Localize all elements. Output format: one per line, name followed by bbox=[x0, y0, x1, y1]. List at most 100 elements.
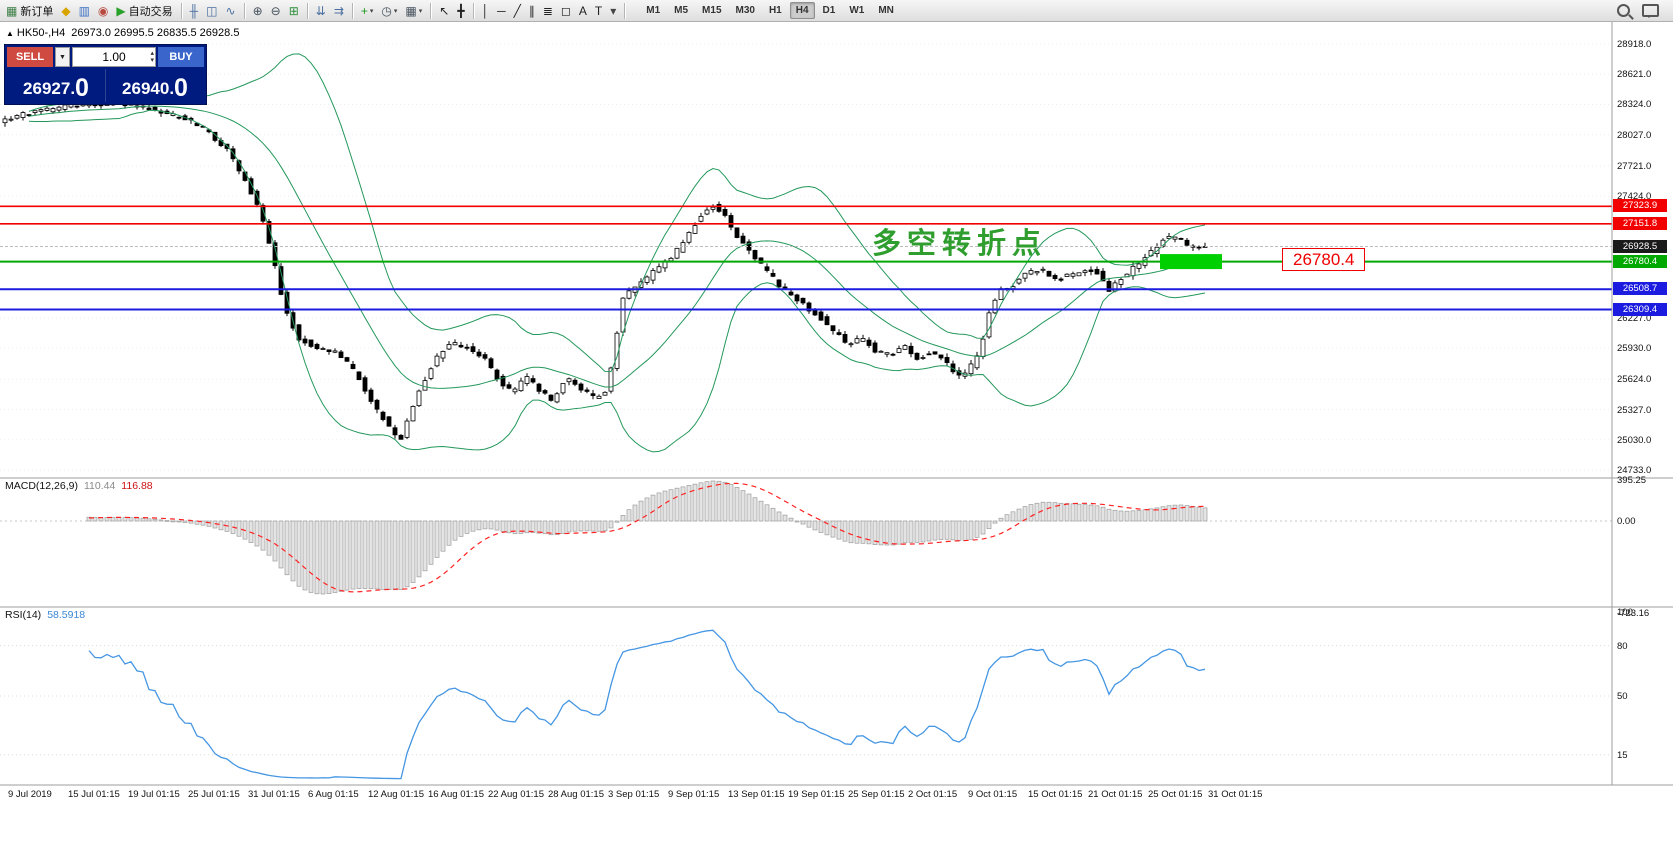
zoom-out-button[interactable]: ⊖ bbox=[268, 2, 284, 20]
trendline-icon: ╱ bbox=[513, 3, 521, 18]
tile-windows-button[interactable]: ⊞ bbox=[286, 2, 302, 20]
price-tick: 25327.0 bbox=[1617, 404, 1652, 416]
price-tick: 25930.0 bbox=[1617, 343, 1652, 355]
time-tick: 25 Jul 01:15 bbox=[188, 789, 240, 800]
turning-point-annotation: 多空转折点 bbox=[872, 228, 1048, 260]
market-watch-icon[interactable]: ▥ bbox=[76, 2, 93, 20]
period-icon: ◷ bbox=[381, 3, 392, 18]
price-tick: 24733.0 bbox=[1617, 465, 1652, 476]
chart-shift-icon: ⇉ bbox=[333, 3, 344, 18]
time-tick: 25 Oct 01:15 bbox=[1148, 789, 1203, 800]
time-axis[interactable]: 9 Jul 2019 15 Jul 01:15 19 Jul 01:15 25 Jul… bbox=[0, 786, 1673, 806]
indicators-button[interactable]: + ▾ bbox=[358, 2, 377, 20]
indicators-icon: + bbox=[360, 3, 368, 18]
toolbar-separator bbox=[430, 2, 432, 19]
buy-button[interactable]: BUY bbox=[158, 47, 204, 67]
period-button[interactable]: ◷ ▾ bbox=[378, 2, 400, 20]
macd-pane-label: MACD(12,26,9) 110.44 116.88 bbox=[5, 480, 153, 492]
text-button[interactable]: A bbox=[576, 2, 590, 20]
new-order-button-label: 新订单 bbox=[20, 5, 54, 18]
timeframe-m15[interactable]: M15 bbox=[702, 5, 722, 16]
time-tick: 31 Jul 01:15 bbox=[248, 789, 300, 800]
price-axis[interactable]: 28918.0 28621.0 28324.0 28027.0 27721.0 27424… bbox=[1612, 22, 1673, 785]
new-order-button[interactable]: ▦ 新订单 bbox=[3, 2, 56, 20]
volume-up-button[interactable]: ▴ bbox=[150, 50, 154, 57]
toolbar-right bbox=[1617, 4, 1673, 18]
rsi-pane-label: RSI(14) 58.5918 bbox=[5, 609, 86, 621]
community-icon[interactable]: ◉ bbox=[95, 2, 111, 20]
chevron-down-icon: ▾ bbox=[369, 7, 374, 15]
label-button[interactable]: T bbox=[592, 2, 605, 20]
timeframe-w1[interactable]: W1 bbox=[849, 5, 865, 16]
fibonacci-icon: ≣ bbox=[542, 3, 553, 18]
chat-icon[interactable] bbox=[1642, 4, 1659, 18]
time-tick: 6 Aug 01:15 bbox=[308, 789, 359, 800]
auto-trading-icon: ▶ bbox=[116, 3, 126, 18]
time-tick: 19 Jul 01:15 bbox=[128, 789, 180, 800]
timeframe-m1[interactable]: M1 bbox=[646, 5, 661, 16]
label-icon: T bbox=[594, 3, 603, 18]
new-order-icon: ▦ bbox=[6, 3, 18, 18]
timeframe-mn[interactable]: MN bbox=[878, 5, 894, 16]
time-tick: 2 Oct 01:15 bbox=[908, 789, 958, 800]
objects-dropdown-icon: ▾ bbox=[610, 3, 617, 18]
macd-axis-tick: -723.16 bbox=[1617, 607, 1650, 619]
shapes-button[interactable]: ◻ bbox=[558, 2, 574, 20]
chart-shift-button[interactable]: ⇉ bbox=[331, 2, 347, 20]
timeframe-m5[interactable]: M5 bbox=[674, 5, 689, 16]
auto-trading-button[interactable]: ▶ 自动交易 bbox=[113, 2, 175, 20]
macd-axis-tick: 0.00 bbox=[1617, 516, 1636, 527]
price-tick: 25624.0 bbox=[1617, 374, 1652, 386]
profiles-icon[interactable]: ◆ bbox=[58, 2, 73, 20]
auto-scroll-button[interactable]: ⇊ bbox=[313, 2, 329, 20]
time-tick: 15 Jul 01:15 bbox=[68, 789, 120, 800]
crosshair-icon: ╋ bbox=[457, 3, 465, 18]
time-tick: 15 Oct 01:15 bbox=[1028, 789, 1083, 800]
bar-chart-button[interactable]: ╫ bbox=[187, 2, 202, 20]
current-price-line-label: 26928.5 bbox=[1613, 239, 1667, 253]
support-line-1-label: 26508.7 bbox=[1613, 282, 1667, 296]
buy-price[interactable]: 26940. 0 bbox=[122, 74, 188, 102]
rsi-axis-tick: 50 bbox=[1617, 691, 1628, 702]
panel-collapse-icon[interactable]: ▲ bbox=[6, 29, 14, 38]
line-chart-icon: ∿ bbox=[225, 3, 236, 18]
price-tick: 27721.0 bbox=[1617, 160, 1652, 172]
zoom-out-icon: ⊖ bbox=[270, 3, 281, 18]
toolbar-separator bbox=[624, 2, 626, 19]
timeframe-m30[interactable]: M30 bbox=[735, 5, 755, 16]
price-tick: 25030.0 bbox=[1617, 434, 1652, 446]
rsi-axis-tick: 15 bbox=[1617, 749, 1628, 761]
trendline-button[interactable]: ╱ bbox=[511, 2, 524, 20]
crosshair-button[interactable]: ╋ bbox=[454, 2, 467, 20]
objects-dropdown[interactable]: ▾ bbox=[607, 2, 619, 20]
channel-button[interactable]: ∥ bbox=[526, 2, 538, 20]
zoom-in-button[interactable]: ⊕ bbox=[250, 2, 266, 20]
timeframe-h4[interactable]: H4 bbox=[789, 2, 815, 19]
time-tick: 13 Sep 01:15 bbox=[728, 789, 785, 800]
horizontal-line-button[interactable]: ─ bbox=[494, 2, 509, 20]
cursor-button[interactable]: ↖ bbox=[436, 2, 452, 20]
search-icon[interactable] bbox=[1617, 4, 1630, 17]
level-price-box: 26780.4 bbox=[1282, 248, 1366, 271]
shapes-icon: ◻ bbox=[560, 3, 571, 18]
time-tick: 28 Aug 01:15 bbox=[548, 789, 604, 800]
time-tick: 12 Aug 01:15 bbox=[368, 789, 424, 800]
volume-input[interactable]: 1.00 ▴ ▾ bbox=[72, 47, 156, 67]
vertical-line-button[interactable]: │ bbox=[479, 2, 493, 20]
sell-price[interactable]: 26927. 0 bbox=[23, 74, 89, 102]
line-chart-button[interactable]: ∿ bbox=[223, 2, 239, 20]
timeframe-d1[interactable]: D1 bbox=[822, 5, 836, 16]
fibonacci-button[interactable]: ≣ bbox=[540, 2, 556, 20]
order-type-dropdown[interactable]: ▼ bbox=[55, 47, 70, 67]
timeframe-h1[interactable]: H1 bbox=[768, 5, 782, 16]
template-button[interactable]: ▦ ▾ bbox=[402, 2, 425, 20]
sell-button[interactable]: SELL bbox=[7, 47, 53, 67]
resistance-line-2-label: 27151.8 bbox=[1613, 216, 1667, 230]
template-icon: ▦ bbox=[405, 3, 417, 18]
profiles-icon-icon: ◆ bbox=[61, 3, 71, 18]
price-tick: 28621.0 bbox=[1617, 69, 1652, 81]
volume-down-button[interactable]: ▾ bbox=[150, 57, 154, 64]
candlestick-button[interactable]: ◫ bbox=[203, 2, 220, 20]
zoom-in-icon: ⊕ bbox=[252, 3, 263, 18]
